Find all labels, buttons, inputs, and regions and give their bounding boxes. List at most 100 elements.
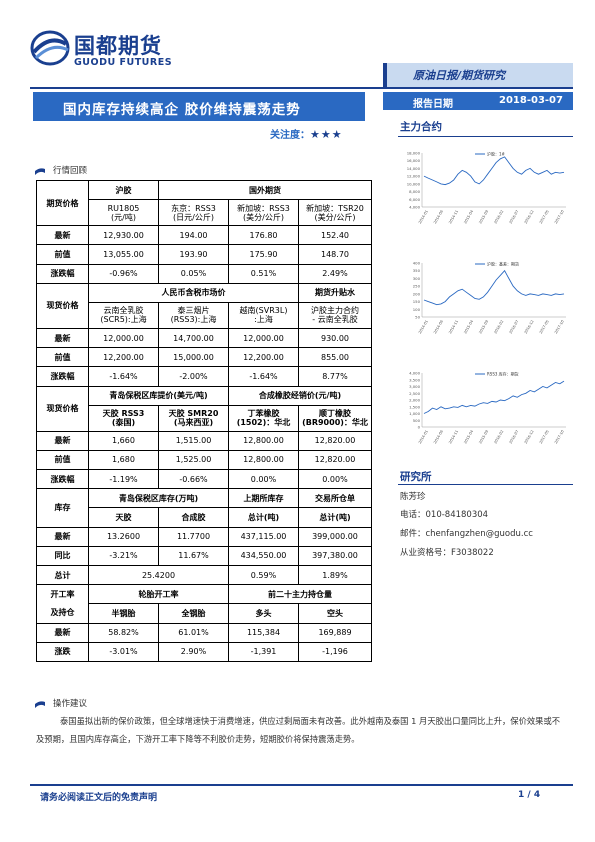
column-header: 空头 [297, 603, 373, 624]
table-cell: 58.82% [88, 622, 159, 643]
y-tick-label: 0 [418, 425, 421, 430]
table-row: 现货价格 青岛保税区库提价(美元/吨) 合成橡胶经销价(元/吨) [36, 385, 373, 432]
legend-label: RSS3 库存：期货 [487, 371, 519, 377]
section-bullet-icon [35, 700, 45, 708]
row-header: 现货价格 [36, 385, 89, 432]
x-tick-label: 2016-02 [493, 210, 504, 225]
column-header: 东京：RSS3 (日元/公斤) [158, 199, 229, 227]
y-tick-label: 1,000 [409, 411, 420, 416]
column-header: 新加坡：TSR20 (美分/公斤) [297, 199, 373, 227]
x-tick-label: 2015-04 [463, 319, 474, 335]
table-row: 天胶 RSS3 (泰国) 天胶 SMR20 (马来西亚) 丁苯橡胶 (1502)… [37, 404, 373, 432]
x-tick-label: 2017-10 [554, 319, 565, 335]
row-label: 总计 [36, 564, 89, 586]
table-cell: -1.19% [88, 469, 159, 490]
y-tick-label: 8,000 [409, 189, 420, 194]
logo-text-cn: 国都期货 [74, 34, 162, 58]
table-cell: 0.51% [228, 263, 299, 284]
y-tick-label: 500 [413, 418, 421, 423]
table-row: 云南全乳胶 (SCR5):上海 泰三烟片 (RSS3):上海 越南(SVR3L)… [37, 301, 373, 329]
row-header-line1: 开工率 [50, 590, 75, 600]
x-tick-label: 2016-07 [509, 210, 520, 225]
market-review-heading: 行情回顾 [35, 164, 87, 176]
table-cell: 152.40 [297, 225, 373, 246]
table-row: 最新 1,660 1,515.00 12,800.00 12,820.00 [36, 430, 373, 451]
y-tick-label: 300 [413, 276, 421, 281]
analyst-phone: 电话：010-84180304 [400, 510, 489, 520]
y-tick-label: 12,000 [407, 174, 421, 179]
page-number: 1 / 4 [518, 790, 541, 800]
table-row: 最新 12,000.00 14,700.00 12,000.00 930.00 [36, 327, 373, 349]
table-cell: -3.01% [88, 641, 159, 662]
table-row: 期货价格 沪胶 国外期货 [36, 179, 373, 227]
table-cell: 14,700.00 [158, 327, 229, 349]
series-line [423, 380, 565, 414]
table-cell: 434,550.00 [228, 545, 299, 567]
table-row: 涨跌幅 -1.19% -0.66% 0.00% 0.00% [36, 469, 373, 490]
column-header: 沪胶主力合约 - 云南全乳胶 [297, 301, 373, 329]
table-cell: 193.90 [158, 244, 229, 265]
table-cell: 8.77% [297, 366, 373, 387]
table-cell: 12,200.00 [88, 347, 159, 368]
chart-svg: 4,0003,5003,0002,5002,0001,5001,00050002… [409, 371, 566, 445]
column-header: 半钢胎 [88, 603, 159, 624]
row-label: 最新 [36, 327, 89, 349]
main-contract-rule [398, 136, 573, 137]
x-tick-label: 2017-10 [554, 209, 565, 225]
chart-hujiao-basis: 400 350 300 250 200 150 100 50 2014-01 2014-06 201… [400, 255, 570, 343]
x-tick-label: 2017-05 [539, 320, 550, 335]
star-icons: ★★★ [310, 128, 343, 141]
group-header: 轮胎开工率 [88, 584, 229, 605]
group-header: 上期所库存 [228, 488, 299, 509]
group-header: 青岛保税区库存(万吨) [88, 488, 229, 509]
category-label: 原油日报/期货研究 [413, 69, 506, 82]
column-header: 泰三烟片 (RSS3):上海 [158, 301, 229, 329]
column-header: 云南全乳胶 (SCR5):上海 [88, 301, 159, 329]
column-header: 总计(吨) [228, 507, 299, 528]
table-cell: -0.96% [88, 263, 159, 284]
table-cell: 12,930.00 [88, 225, 159, 246]
y-tick-label: 350 [413, 268, 421, 273]
row-label: 涨跌幅 [36, 469, 89, 490]
research-heading: 研究所 [400, 471, 432, 483]
row-header: 现货价格 [36, 282, 89, 329]
x-tick-label: 2015-09 [478, 319, 489, 335]
x-tick-label: 2016-02 [493, 430, 504, 445]
y-tick-label: 1,500 [409, 404, 420, 409]
series-line [423, 156, 565, 186]
group-header: 沪胶 [88, 179, 159, 201]
y-tick-label: 150 [413, 299, 421, 304]
table-cell: 0.05% [158, 263, 229, 284]
y-tick-label: 50 [415, 315, 420, 320]
table-cell: 15,000.00 [158, 347, 229, 368]
table-row: 前值 1,680 1,525.00 12,800.00 12,820.00 [36, 449, 373, 471]
row-label: 前值 [36, 244, 89, 265]
group-header: 期货升贴水 [297, 282, 373, 303]
table-cell: 175.90 [228, 244, 299, 265]
series-line [423, 269, 565, 306]
table-cell: 397,380.00 [297, 545, 373, 567]
analyst-email: 邮件：chenfangzhen@guodu.cc [400, 529, 533, 539]
company-logo: 国都期货 GUODU FUTURES [30, 28, 180, 74]
table-cell: 176.80 [228, 225, 299, 246]
disclaimer-note: 请务必阅读正文后的免责声明 [40, 793, 158, 803]
x-tick-label: 2016-07 [509, 430, 520, 445]
x-tick-label: 2015-04 [463, 429, 474, 445]
y-tick-label: 100 [413, 307, 421, 312]
x-tick-label: 2016-12 [524, 210, 535, 225]
table-cell: 13.2600 [88, 526, 159, 547]
advice-heading: 操作建议 [35, 697, 87, 709]
y-tick-label: 4,000 [409, 205, 420, 210]
column-header: 天胶 [88, 507, 159, 528]
x-tick-label: 2014-01 [418, 430, 429, 445]
x-tick-label: 2014-01 [418, 320, 429, 335]
group-header: 合成橡胶经销价(元/吨) [227, 385, 373, 406]
group-header: 青岛保税区库提价(美元/吨) [88, 385, 229, 406]
table-cell: 1,525.00 [158, 449, 229, 471]
report-date-label: 报告日期 [413, 99, 453, 110]
column-header: 天胶 RSS3 (泰国) [88, 404, 159, 432]
table-row: 前值 12,200.00 15,000.00 12,200.00 855.00 [36, 347, 373, 368]
table-cell: -1,391 [228, 641, 299, 662]
table-cell: 0.00% [228, 469, 299, 490]
